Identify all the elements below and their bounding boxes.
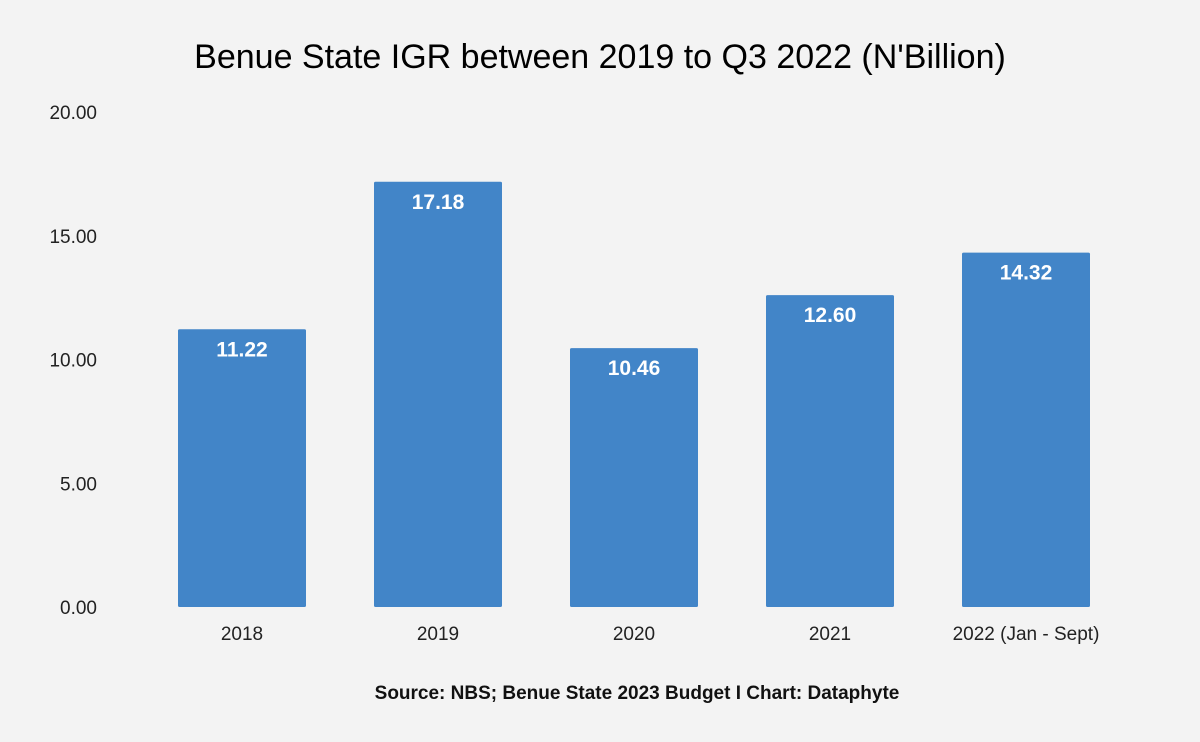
data-label: 12.60 xyxy=(804,304,857,327)
y-tick-label: 20.00 xyxy=(49,103,97,124)
y-tick-label: 15.00 xyxy=(49,227,97,248)
bar-2022 xyxy=(962,252,1090,607)
bar-2020 xyxy=(570,348,698,607)
data-label: 10.46 xyxy=(608,357,661,380)
x-tick-label: 2022 (Jan - Sept) xyxy=(953,624,1100,645)
x-tick-label: 2019 xyxy=(417,624,459,645)
x-tick-label: 2021 xyxy=(809,624,851,645)
chart-title: Benue State IGR between 2019 to Q3 2022 … xyxy=(194,38,1006,76)
bar-2021 xyxy=(766,295,894,607)
data-label: 17.18 xyxy=(412,191,465,214)
data-label: 14.32 xyxy=(1000,262,1053,285)
x-axis: 2018 2019 2020 2021 2022 (Jan - Sept) xyxy=(221,624,1100,645)
bars-group: 11.22 17.18 10.46 12.60 14.32 xyxy=(178,181,1090,608)
source-note: Source: NBS; Benue State 2023 Budget I C… xyxy=(375,683,900,704)
x-tick-label: 2020 xyxy=(613,624,655,645)
bar-2019 xyxy=(374,181,502,608)
y-tick-label: 10.00 xyxy=(49,351,97,372)
bar-2018 xyxy=(178,329,306,607)
y-axis: 0.00 5.00 10.00 15.00 20.00 xyxy=(49,103,97,619)
data-label: 11.22 xyxy=(216,338,267,361)
y-tick-label: 0.00 xyxy=(60,598,97,619)
y-tick-label: 5.00 xyxy=(60,474,97,495)
x-tick-label: 2018 xyxy=(221,624,263,645)
